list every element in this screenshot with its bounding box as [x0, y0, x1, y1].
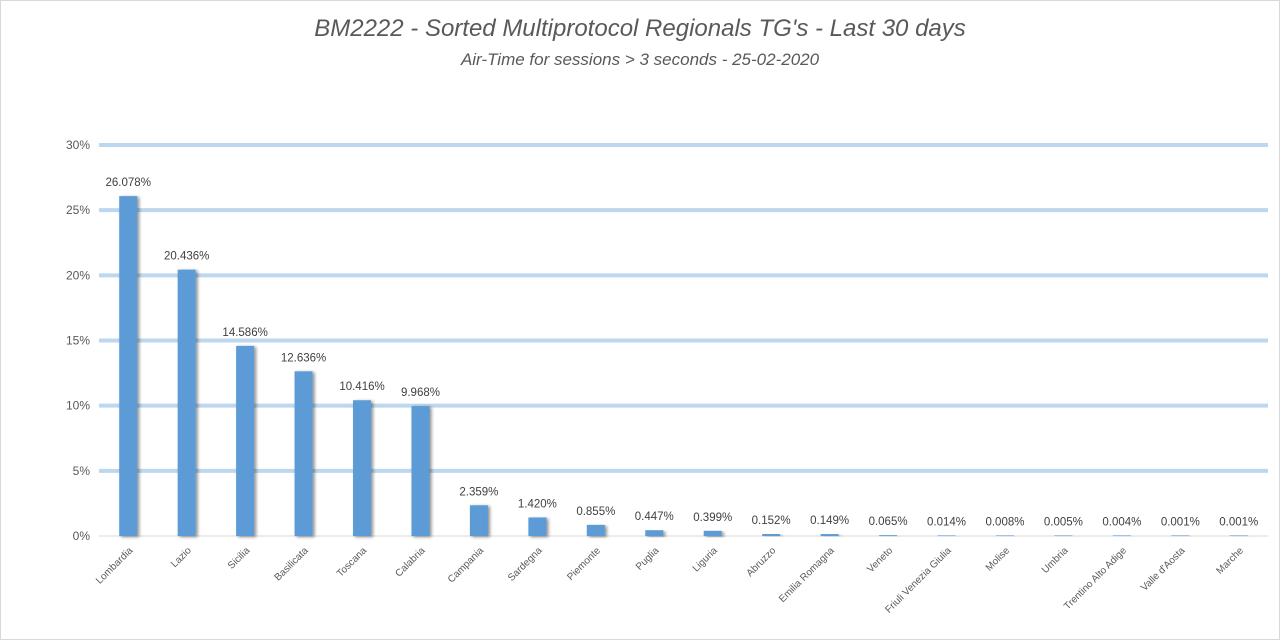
bar: [703, 530, 722, 536]
chart-subtitle: Air-Time for sessions > 3 seconds - 25-0…: [460, 50, 820, 69]
bar: [236, 345, 255, 536]
category-label: Sardegna: [506, 545, 545, 584]
category-label: Calabria: [393, 545, 427, 579]
data-labels: 26.078% 20.436% 14.586% 12.636% 10.416% 9.968…: [106, 177, 1259, 528]
data-label: 0.008%: [985, 516, 1024, 528]
bar: [469, 505, 488, 536]
bar: [820, 534, 839, 536]
bar: [353, 400, 372, 536]
chart-title: BM2222 - Sorted Multiprotocol Regionals …: [314, 15, 966, 42]
category-label: Umbria: [1040, 545, 1071, 576]
bar: [1171, 535, 1190, 536]
data-label: 2.359%: [459, 486, 498, 498]
data-label: 14.586%: [222, 327, 267, 339]
data-label: 0.014%: [927, 516, 966, 528]
bar: [1112, 535, 1131, 536]
bar: [177, 269, 196, 536]
data-label: 0.001%: [1219, 516, 1258, 528]
data-label: 10.416%: [339, 381, 384, 393]
data-label: 0.152%: [752, 515, 791, 527]
data-label: 0.005%: [1044, 516, 1083, 528]
gridlines: [99, 143, 1268, 537]
category-label: Marche: [1215, 545, 1247, 577]
category-label: Lombardia: [94, 545, 135, 586]
category-label: Sicilia: [226, 545, 253, 572]
bar: [762, 534, 781, 536]
category-label: Piemonte: [565, 545, 603, 583]
bar: [879, 535, 898, 536]
bar: [1229, 535, 1248, 536]
category-label: Liguria: [691, 545, 720, 574]
y-tick-label: 10%: [66, 399, 90, 413]
category-label: Valle d'Aosta: [1139, 545, 1188, 594]
y-tick-label: 5%: [73, 464, 91, 478]
category-label: Campania: [446, 545, 486, 585]
bar: [528, 517, 547, 536]
data-label: 0.065%: [869, 516, 908, 528]
category-label: Abruzzo: [745, 545, 779, 579]
x-axis-labels: Lombardia Lazio Sicilia Basilicata Toscana Ca…: [94, 545, 1246, 616]
bar: [645, 530, 664, 536]
data-label: 1.420%: [518, 498, 557, 510]
bar: [294, 371, 313, 536]
bar: [1054, 535, 1073, 536]
y-tick-label: 0%: [73, 529, 91, 543]
y-tick-label: 25%: [66, 203, 90, 217]
y-tick-label: 15%: [66, 334, 90, 348]
data-label: 9.968%: [401, 387, 440, 399]
y-tick-label: 20%: [66, 268, 90, 282]
data-label: 0.149%: [810, 515, 849, 527]
data-label: 0.399%: [693, 512, 732, 524]
category-label: Emilia Romagna: [777, 545, 837, 605]
bar: [995, 535, 1014, 536]
category-label: Lazio: [169, 545, 194, 570]
category-label: Toscana: [335, 545, 369, 579]
data-label: 12.636%: [281, 352, 326, 364]
bar: [937, 535, 956, 536]
data-label: 0.855%: [576, 506, 615, 518]
data-label: 0.001%: [1161, 516, 1200, 528]
data-label: 26.078%: [106, 177, 151, 189]
category-label: Veneto: [865, 545, 895, 575]
bars: [119, 196, 1248, 536]
y-axis-ticks: 0% 5% 10% 15% 20% 25% 30%: [66, 138, 90, 543]
data-label: 20.436%: [164, 251, 209, 263]
data-label: 0.447%: [635, 511, 674, 523]
category-label: Friuli Venezia Giulia: [883, 545, 954, 616]
category-label: Puglia: [634, 545, 662, 573]
category-label: Molise: [984, 545, 1013, 574]
y-tick-label: 30%: [66, 138, 90, 152]
bar: [411, 406, 430, 536]
bar: [586, 524, 605, 536]
category-label: Trentino Alto Adige: [1062, 545, 1129, 612]
category-label: Basilicata: [273, 545, 311, 583]
bar: [119, 196, 138, 536]
data-label: 0.004%: [1102, 516, 1141, 528]
